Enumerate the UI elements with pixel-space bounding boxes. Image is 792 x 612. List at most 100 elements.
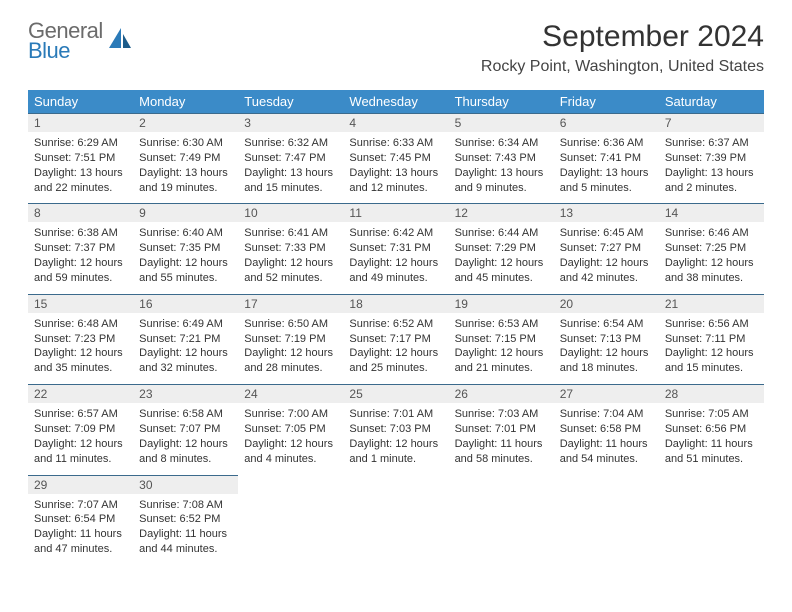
sail-icon [107,26,133,57]
sunset-line: Sunset: 7:21 PM [139,332,232,347]
day-number-cell: 28 [659,385,764,404]
sunset-line: Sunset: 7:35 PM [139,241,232,256]
day-content-cell: Sunrise: 7:07 AMSunset: 6:54 PMDaylight:… [28,494,133,565]
day2-line: and 15 minutes. [244,181,337,196]
day2-line: and 9 minutes. [455,181,548,196]
sunrise-line: Sunrise: 6:49 AM [139,317,232,332]
day1-line: Daylight: 13 hours [244,166,337,181]
day-number-cell: 13 [554,204,659,223]
sunset-line: Sunset: 7:17 PM [349,332,442,347]
sunset-line: Sunset: 7:15 PM [455,332,548,347]
weekday-header: Tuesday [238,90,343,114]
sunset-line: Sunset: 6:58 PM [560,422,653,437]
content-row: Sunrise: 6:29 AMSunset: 7:51 PMDaylight:… [28,132,764,204]
day-number-cell: 25 [343,385,448,404]
day-content-cell: Sunrise: 6:46 AMSunset: 7:25 PMDaylight:… [659,222,764,294]
day-content-cell: Sunrise: 6:45 AMSunset: 7:27 PMDaylight:… [554,222,659,294]
day-content-cell: Sunrise: 6:29 AMSunset: 7:51 PMDaylight:… [28,132,133,204]
day1-line: Daylight: 12 hours [455,256,548,271]
sunrise-line: Sunrise: 6:36 AM [560,136,653,151]
day-content-cell: Sunrise: 7:08 AMSunset: 6:52 PMDaylight:… [133,494,238,565]
weekday-header: Wednesday [343,90,448,114]
sunset-line: Sunset: 7:13 PM [560,332,653,347]
day-number-cell: 14 [659,204,764,223]
day-content-cell: Sunrise: 6:57 AMSunset: 7:09 PMDaylight:… [28,403,133,475]
sunrise-line: Sunrise: 6:30 AM [139,136,232,151]
day-content-cell: Sunrise: 7:01 AMSunset: 7:03 PMDaylight:… [343,403,448,475]
sunset-line: Sunset: 7:25 PM [665,241,758,256]
day2-line: and 28 minutes. [244,361,337,376]
day1-line: Daylight: 12 hours [665,256,758,271]
location: Rocky Point, Washington, United States [481,58,764,76]
day-content-cell: Sunrise: 6:32 AMSunset: 7:47 PMDaylight:… [238,132,343,204]
sunrise-line: Sunrise: 7:01 AM [349,407,442,422]
day2-line: and 18 minutes. [560,361,653,376]
day-content-cell: Sunrise: 7:03 AMSunset: 7:01 PMDaylight:… [449,403,554,475]
day-content-cell: Sunrise: 6:52 AMSunset: 7:17 PMDaylight:… [343,313,448,385]
day-content-cell: Sunrise: 7:00 AMSunset: 7:05 PMDaylight:… [238,403,343,475]
sunrise-line: Sunrise: 6:33 AM [349,136,442,151]
sunrise-line: Sunrise: 6:56 AM [665,317,758,332]
sunset-line: Sunset: 7:11 PM [665,332,758,347]
day-number-cell: 2 [133,114,238,133]
day-number-cell [449,475,554,494]
day-number-cell: 26 [449,385,554,404]
day2-line: and 44 minutes. [139,542,232,557]
sunset-line: Sunset: 7:29 PM [455,241,548,256]
day-content-cell: Sunrise: 6:38 AMSunset: 7:37 PMDaylight:… [28,222,133,294]
day-number-cell: 24 [238,385,343,404]
day1-line: Daylight: 12 hours [34,256,127,271]
day-number-cell: 4 [343,114,448,133]
sunset-line: Sunset: 7:07 PM [139,422,232,437]
weekday-header: Sunday [28,90,133,114]
day1-line: Daylight: 11 hours [139,527,232,542]
day2-line: and 52 minutes. [244,271,337,286]
day1-line: Daylight: 12 hours [34,437,127,452]
day-number-cell [554,475,659,494]
day1-line: Daylight: 13 hours [349,166,442,181]
sunset-line: Sunset: 7:37 PM [34,241,127,256]
day-content-cell: Sunrise: 6:40 AMSunset: 7:35 PMDaylight:… [133,222,238,294]
day2-line: and 21 minutes. [455,361,548,376]
content-row: Sunrise: 6:57 AMSunset: 7:09 PMDaylight:… [28,403,764,475]
weekday-header: Saturday [659,90,764,114]
day-number-cell: 19 [449,294,554,313]
day-content-cell: Sunrise: 6:53 AMSunset: 7:15 PMDaylight:… [449,313,554,385]
day-content-cell: Sunrise: 6:37 AMSunset: 7:39 PMDaylight:… [659,132,764,204]
day-content-cell: Sunrise: 6:50 AMSunset: 7:19 PMDaylight:… [238,313,343,385]
day1-line: Daylight: 13 hours [665,166,758,181]
day2-line: and 58 minutes. [455,452,548,467]
sunrise-line: Sunrise: 6:46 AM [665,226,758,241]
day-number-cell: 15 [28,294,133,313]
day2-line: and 35 minutes. [34,361,127,376]
day1-line: Daylight: 12 hours [455,346,548,361]
day-number-cell: 22 [28,385,133,404]
day-number-cell: 18 [343,294,448,313]
day2-line: and 15 minutes. [665,361,758,376]
day-number-cell: 16 [133,294,238,313]
sunrise-line: Sunrise: 6:50 AM [244,317,337,332]
day-content-cell: Sunrise: 6:36 AMSunset: 7:41 PMDaylight:… [554,132,659,204]
day2-line: and 4 minutes. [244,452,337,467]
sunset-line: Sunset: 7:19 PM [244,332,337,347]
sunset-line: Sunset: 7:33 PM [244,241,337,256]
day-number-cell [343,475,448,494]
daynum-row: 2930 [28,475,764,494]
daynum-row: 1234567 [28,114,764,133]
day1-line: Daylight: 12 hours [139,256,232,271]
day-number-cell: 20 [554,294,659,313]
day-content-cell: Sunrise: 7:05 AMSunset: 6:56 PMDaylight:… [659,403,764,475]
day2-line: and 32 minutes. [139,361,232,376]
sunrise-line: Sunrise: 7:00 AM [244,407,337,422]
day1-line: Daylight: 13 hours [455,166,548,181]
day-number-cell: 27 [554,385,659,404]
day-number-cell: 5 [449,114,554,133]
day1-line: Daylight: 12 hours [560,256,653,271]
day-number-cell [238,475,343,494]
sunset-line: Sunset: 7:31 PM [349,241,442,256]
sunset-line: Sunset: 7:47 PM [244,151,337,166]
day1-line: Daylight: 12 hours [349,256,442,271]
day2-line: and 1 minute. [349,452,442,467]
sunrise-line: Sunrise: 7:03 AM [455,407,548,422]
day-content-cell: Sunrise: 6:42 AMSunset: 7:31 PMDaylight:… [343,222,448,294]
